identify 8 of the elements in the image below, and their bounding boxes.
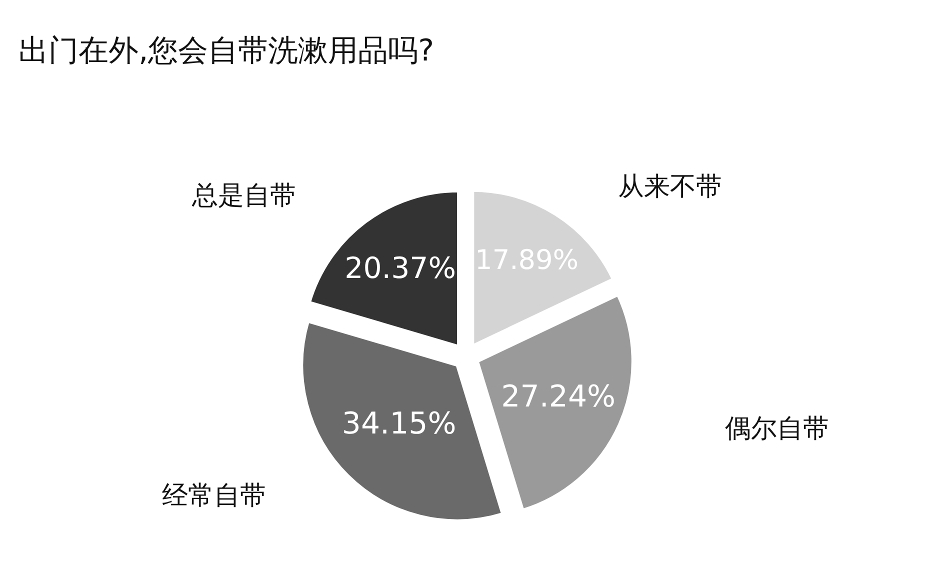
data-label: 34.15% (342, 406, 456, 442)
slice-label: 经常自带 (162, 481, 266, 511)
chart-title: 出门在外,您会自带洗漱用品吗? (18, 33, 434, 68)
data-label: 20.37% (344, 250, 456, 285)
slice-label: 偶尔自带 (725, 414, 829, 444)
slice-label: 从来不带 (618, 172, 722, 202)
data-label: 27.24% (501, 380, 616, 415)
slice-label: 总是自带 (191, 181, 296, 211)
